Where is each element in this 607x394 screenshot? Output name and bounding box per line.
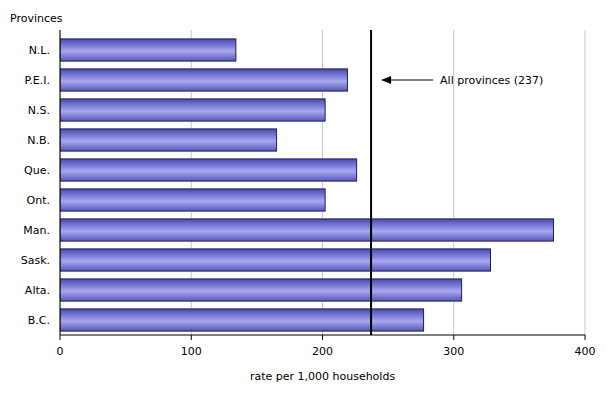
bar [60, 249, 491, 271]
y-axis-label: Provinces [10, 12, 63, 25]
category-label: Sask. [21, 254, 50, 267]
annotation: All provinces (237) [440, 74, 543, 87]
grid-line [60, 30, 61, 335]
bar [60, 219, 554, 241]
bar [60, 279, 462, 301]
category-label: N.L. [29, 44, 50, 57]
tick-mark [60, 335, 61, 340]
annotation-arrowhead [381, 76, 391, 84]
category-label: N.B. [27, 134, 50, 147]
category-label: P.E.I. [24, 74, 50, 87]
x-axis-label: rate per 1,000 households [250, 370, 396, 383]
category-label: Alta. [25, 284, 50, 297]
bar [60, 189, 325, 211]
category-label: Man. [23, 224, 50, 237]
y-axis [60, 30, 61, 335]
tick-mark [453, 335, 454, 340]
bars [60, 39, 554, 331]
tick-label: 200 [312, 345, 333, 358]
category-label: N.S. [28, 104, 50, 117]
category-label: Que. [24, 164, 50, 177]
bar [60, 39, 236, 61]
grid-line [585, 30, 586, 335]
tick-mark [585, 335, 586, 340]
bar [60, 309, 424, 331]
reference-line [370, 30, 372, 335]
annotation-arrow [385, 80, 433, 81]
tick-label: 300 [443, 345, 464, 358]
bar [60, 159, 357, 181]
tick-label: 400 [575, 345, 596, 358]
bar [60, 129, 277, 151]
bar [60, 69, 347, 91]
bar [60, 99, 325, 121]
tick-label: 100 [181, 345, 202, 358]
category-label: Ont. [27, 194, 50, 207]
chart: N.L. P.E.I. N.S. N.B. Que. Ont. Man. Sask. Alta.… [0, 0, 607, 394]
tick-mark [191, 335, 192, 340]
category-label: B.C. [28, 314, 50, 327]
chart-container: N.L. P.E.I. N.S. N.B. Que. Ont. Man. Sask. Alta.… [0, 0, 607, 394]
tick-label: 0 [57, 345, 64, 358]
tick-mark [322, 335, 323, 340]
